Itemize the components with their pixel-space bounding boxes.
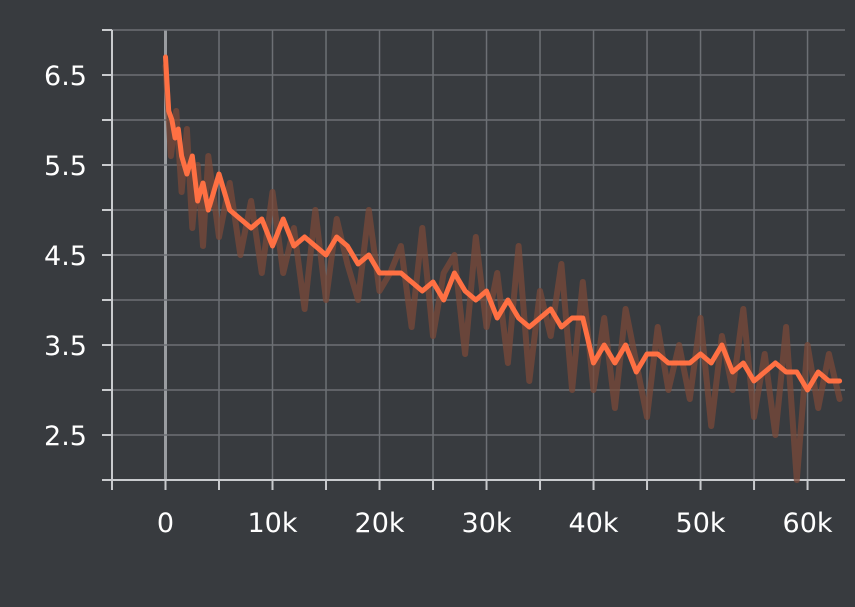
x-tick-label: 0 (157, 508, 174, 539)
smoothed-loss-line (163, 54, 843, 393)
axes (102, 29, 845, 490)
x-tick-label: 50k (676, 508, 726, 539)
x-tick-label: 40k (569, 508, 619, 539)
y-tick-label: 2.5 (44, 421, 87, 452)
y-tick-label: 5.5 (44, 151, 87, 182)
x-axis-tick-labels: 0 10k 20k 30k 40k 50k 60k (157, 508, 833, 539)
y-tick-label: 6.5 (44, 61, 87, 92)
x-tick-label: 30k (462, 508, 512, 539)
y-tick-label: 3.5 (44, 331, 87, 362)
x-tick-label: 20k (355, 508, 405, 539)
smoothed-loss-series (163, 54, 843, 393)
y-tick-label: 4.5 (44, 241, 87, 272)
x-tick-label: 60k (783, 508, 833, 539)
y-axis-tick-labels: 2.5 3.5 4.5 5.5 6.5 (44, 61, 87, 452)
x-tick-label: 10k (248, 508, 298, 539)
